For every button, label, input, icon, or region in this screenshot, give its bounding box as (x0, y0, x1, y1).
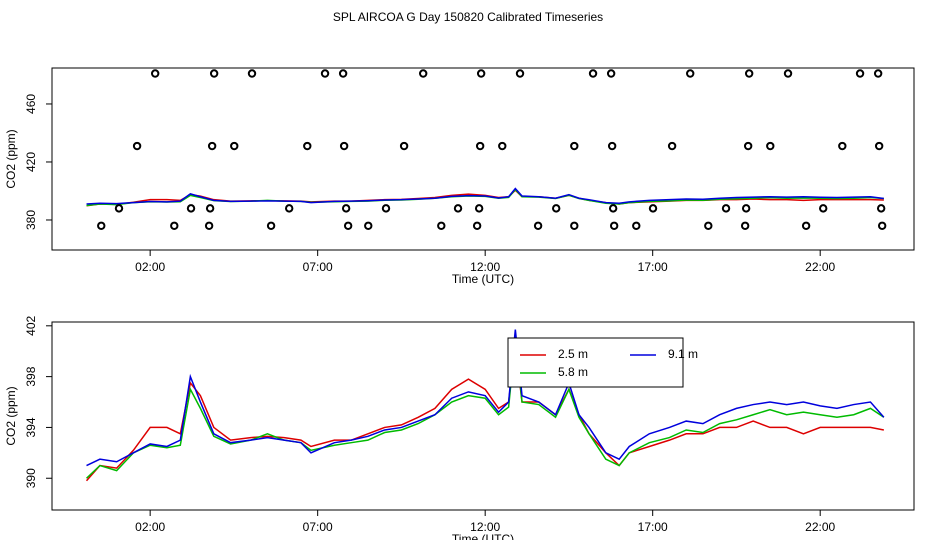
data-point (170, 221, 179, 230)
data-point (838, 141, 847, 151)
x-tick-label: 12:00 (470, 260, 500, 274)
data-point (607, 141, 617, 151)
data-point (877, 221, 887, 230)
data-point (338, 69, 348, 78)
data-point (570, 141, 579, 151)
data-point (648, 204, 658, 213)
y-tick-label: 380 (24, 210, 38, 230)
data-point (608, 204, 618, 213)
data-point (740, 221, 750, 230)
y-axis-label: CO2 (ppm) (4, 386, 18, 445)
y-tick-label: 390 (24, 468, 38, 488)
chart-title: SPL AIRCOA G Day 150820 Calibrated Times… (333, 10, 603, 24)
data-point (515, 69, 525, 78)
x-tick-label: 17:00 (638, 260, 668, 274)
x-tick-label: 22:00 (805, 520, 835, 534)
y-tick-label: 402 (24, 315, 38, 335)
y-tick-label: 394 (24, 417, 38, 437)
data-point (632, 221, 641, 230)
data-point (741, 204, 751, 213)
data-point (399, 141, 409, 151)
data-point (498, 141, 507, 151)
data-point (303, 141, 312, 151)
plot-frame (51, 321, 915, 511)
data-point (743, 141, 753, 151)
data-point (876, 204, 886, 213)
legend-label: 5.8 m (558, 365, 588, 379)
x-tick-label: 22:00 (805, 260, 835, 274)
data-point (533, 221, 543, 230)
data-point (418, 69, 428, 78)
data-point (855, 69, 865, 78)
x-tick-label: 02:00 (135, 520, 165, 534)
data-point (609, 221, 619, 230)
data-point (204, 221, 214, 230)
data-point (873, 69, 883, 78)
data-point (721, 204, 731, 213)
data-point (475, 141, 485, 151)
data-point (341, 204, 351, 213)
series-line (85, 344, 884, 482)
series-line (86, 187, 884, 205)
data-point (570, 221, 579, 230)
data-point (453, 204, 463, 213)
x-tick-label: 07:00 (303, 260, 333, 274)
y-axis-label: CO2 (ppm) (4, 129, 18, 188)
data-point (874, 141, 884, 151)
data-point (343, 221, 353, 230)
series-line (86, 329, 885, 467)
x-tick-label: 07:00 (303, 520, 333, 534)
legend-label: 9.1 m (668, 347, 698, 361)
x-tick-label: 17:00 (638, 520, 668, 534)
data-point (320, 69, 330, 78)
data-point (209, 69, 219, 78)
data-point (744, 69, 754, 78)
data-point (819, 204, 828, 213)
x-axis-label: Time (UTC) (452, 532, 514, 540)
data-point (186, 204, 196, 213)
x-tick-label: 02:00 (135, 260, 165, 274)
series-line (85, 338, 885, 479)
data-point (381, 204, 391, 213)
data-point (97, 221, 106, 230)
data-point (150, 69, 160, 78)
data-point (437, 221, 446, 230)
data-point (606, 69, 616, 78)
data-point (552, 204, 561, 213)
data-point (474, 204, 484, 213)
data-point (207, 141, 217, 151)
data-point (704, 221, 713, 230)
data-point (472, 221, 482, 230)
y-tick-label: 460 (24, 94, 38, 114)
data-point (588, 69, 598, 78)
x-tick-label: 12:00 (470, 520, 500, 534)
y-tick-label: 420 (24, 152, 38, 172)
y-tick-label: 398 (24, 366, 38, 386)
data-point (247, 69, 257, 78)
data-point (667, 141, 677, 151)
data-point (783, 69, 793, 78)
data-point (230, 141, 239, 151)
data-point (801, 221, 811, 230)
data-point (132, 141, 142, 151)
x-axis-label: Time (UTC) (452, 272, 514, 286)
legend-label: 2.5 m (558, 347, 588, 361)
data-point (766, 141, 775, 151)
data-point (339, 141, 349, 151)
data-point (686, 69, 695, 78)
data-point (114, 204, 124, 213)
data-point (266, 221, 276, 230)
data-point (284, 204, 294, 213)
data-point (205, 204, 215, 213)
legend-box (507, 337, 684, 388)
data-point (364, 221, 373, 230)
data-point (476, 69, 486, 78)
plot-frame (51, 67, 915, 251)
